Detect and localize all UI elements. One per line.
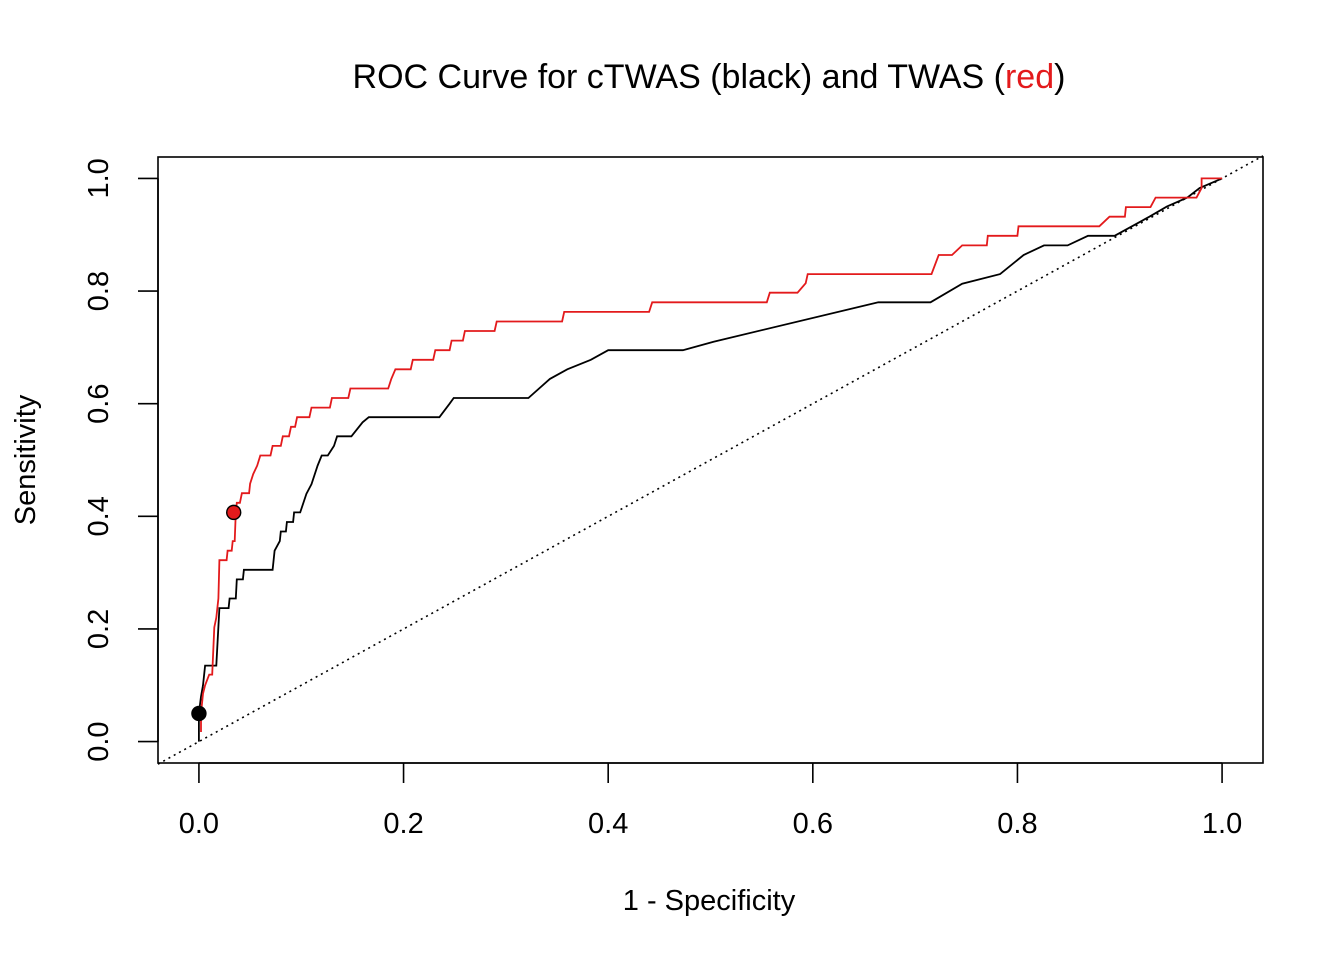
y-tick-label: 1.0 bbox=[83, 158, 115, 198]
x-tick-label: 0.0 bbox=[179, 808, 219, 840]
x-tick-label: 0.6 bbox=[793, 808, 833, 840]
y-axis: 0.0 0.2 0.4 0.6 0.8 1.0 bbox=[83, 158, 159, 762]
chart-title-highlight: red bbox=[1005, 58, 1054, 96]
cutoff-marker-1 bbox=[226, 504, 242, 521]
y-tick-label: 0.2 bbox=[83, 609, 115, 649]
roc-series-line-0 bbox=[197, 177, 1223, 742]
roc-series-line-1 bbox=[200, 177, 1223, 732]
y-axis-label: Sensitivity bbox=[10, 394, 42, 525]
y-tick-label: 0.4 bbox=[83, 496, 115, 536]
plot-content bbox=[157, 155, 1264, 765]
x-tick-label: 0.2 bbox=[383, 808, 423, 840]
x-tick-label: 0.8 bbox=[997, 808, 1037, 840]
x-tick-label: 0.4 bbox=[588, 808, 628, 840]
cutoff-marker-0 bbox=[191, 705, 207, 722]
x-tick-label: 1.0 bbox=[1202, 808, 1242, 840]
chart-title-suffix: ) bbox=[1054, 58, 1065, 96]
y-tick-label: 0.0 bbox=[83, 721, 115, 761]
chart-title: ROC Curve for cTWAS (black) and TWAS (re… bbox=[353, 58, 1066, 96]
x-axis: 0.0 0.2 0.4 0.6 0.8 1.0 bbox=[179, 762, 1242, 840]
reference-diagonal bbox=[157, 155, 1264, 765]
y-tick-label: 0.8 bbox=[83, 271, 115, 311]
x-axis-label: 1 - Specificity bbox=[623, 885, 796, 917]
chart-title-prefix: ROC Curve for cTWAS (black) and TWAS ( bbox=[353, 58, 1006, 96]
y-tick-label: 0.6 bbox=[83, 384, 115, 424]
